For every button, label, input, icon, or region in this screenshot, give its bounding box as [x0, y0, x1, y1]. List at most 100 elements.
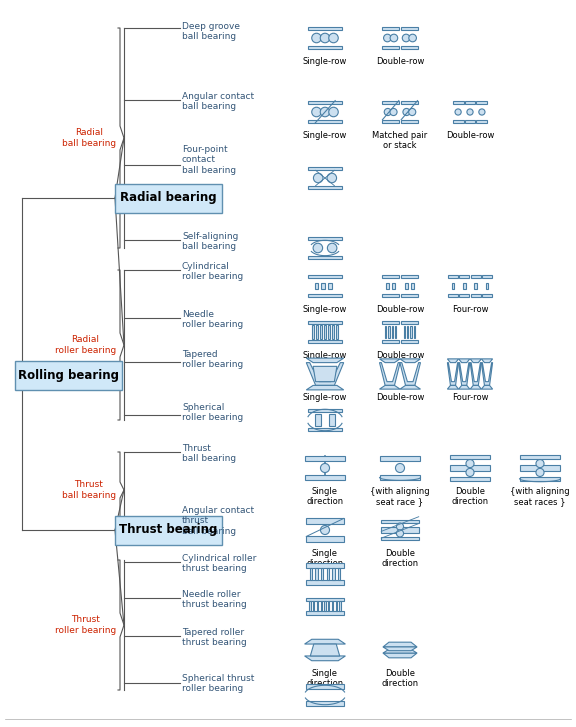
- Text: Single
direction: Single direction: [306, 487, 343, 507]
- Bar: [453, 120, 464, 124]
- Text: Spherical thrust
roller bearing: Spherical thrust roller bearing: [182, 674, 255, 694]
- Polygon shape: [470, 363, 482, 385]
- FancyBboxPatch shape: [14, 361, 122, 390]
- Bar: [450, 465, 490, 471]
- Text: Matched pair
or stack: Matched pair or stack: [372, 131, 427, 150]
- Text: Single-row: Single-row: [303, 351, 347, 360]
- Polygon shape: [400, 363, 420, 385]
- Circle shape: [327, 244, 337, 253]
- Bar: [388, 326, 390, 338]
- Circle shape: [329, 108, 338, 117]
- Text: Spherical
roller bearing: Spherical roller bearing: [182, 403, 243, 422]
- Bar: [450, 477, 490, 481]
- Bar: [465, 120, 475, 124]
- Bar: [401, 340, 418, 343]
- Bar: [308, 185, 342, 190]
- Bar: [452, 283, 454, 289]
- Circle shape: [408, 108, 416, 116]
- Bar: [328, 326, 330, 339]
- Polygon shape: [470, 359, 482, 363]
- Circle shape: [312, 108, 321, 117]
- Bar: [382, 340, 399, 343]
- Bar: [392, 283, 395, 289]
- Bar: [404, 326, 405, 338]
- Bar: [308, 321, 342, 324]
- Circle shape: [312, 33, 321, 43]
- Bar: [410, 326, 412, 338]
- Bar: [308, 294, 342, 297]
- Circle shape: [390, 108, 397, 116]
- Circle shape: [402, 34, 410, 42]
- Bar: [471, 275, 481, 278]
- Circle shape: [467, 109, 473, 115]
- Circle shape: [329, 33, 338, 43]
- Bar: [380, 475, 420, 480]
- Circle shape: [384, 34, 391, 42]
- Text: Angular contact
thrust
ball bearing: Angular contact thrust ball bearing: [182, 506, 254, 536]
- Polygon shape: [458, 363, 470, 385]
- Text: Deep groove
ball bearing: Deep groove ball bearing: [182, 22, 240, 41]
- Polygon shape: [400, 385, 420, 389]
- Bar: [395, 326, 396, 338]
- Circle shape: [396, 464, 404, 473]
- Bar: [459, 294, 469, 297]
- Text: Self-aligning
ball bearing: Self-aligning ball bearing: [182, 232, 238, 252]
- Circle shape: [479, 109, 485, 115]
- Bar: [401, 294, 418, 297]
- Text: Double-row: Double-row: [376, 351, 424, 360]
- Text: Tapered roller
thrust bearing: Tapered roller thrust bearing: [182, 628, 247, 648]
- Polygon shape: [470, 385, 482, 389]
- Bar: [306, 611, 344, 614]
- Bar: [327, 568, 329, 580]
- Text: Double-row: Double-row: [376, 57, 424, 66]
- Polygon shape: [458, 359, 470, 363]
- Bar: [308, 236, 342, 241]
- Circle shape: [536, 468, 544, 476]
- Bar: [381, 528, 419, 533]
- Bar: [313, 601, 314, 611]
- Bar: [336, 601, 337, 611]
- FancyBboxPatch shape: [115, 183, 222, 212]
- Polygon shape: [383, 649, 417, 653]
- Polygon shape: [448, 359, 458, 363]
- Bar: [401, 275, 418, 278]
- Bar: [324, 601, 325, 611]
- Polygon shape: [305, 656, 346, 661]
- Bar: [471, 294, 481, 297]
- Polygon shape: [310, 644, 340, 656]
- Text: Four-point
contact
ball bearing: Four-point contact ball bearing: [182, 145, 236, 174]
- Polygon shape: [305, 639, 346, 644]
- Bar: [382, 321, 399, 324]
- Text: Angular contact
ball bearing: Angular contact ball bearing: [182, 92, 254, 111]
- Bar: [306, 702, 344, 706]
- Polygon shape: [306, 385, 344, 390]
- Text: Cylindrical
roller bearing: Cylindrical roller bearing: [182, 262, 243, 281]
- Text: Double-row: Double-row: [376, 305, 424, 314]
- Bar: [382, 100, 399, 105]
- Text: Thrust
ball bearing: Thrust ball bearing: [182, 444, 236, 463]
- Bar: [448, 294, 458, 297]
- Bar: [306, 684, 344, 688]
- Circle shape: [396, 530, 404, 537]
- Text: {with aligning
seat race }: {with aligning seat race }: [370, 487, 430, 507]
- Bar: [306, 580, 344, 585]
- Polygon shape: [383, 642, 417, 647]
- Bar: [315, 414, 321, 426]
- Circle shape: [313, 244, 323, 253]
- Bar: [482, 275, 492, 278]
- Text: {with aligning
seat races }: {with aligning seat races }: [510, 487, 570, 507]
- Text: Radial
roller bearing: Radial roller bearing: [55, 335, 116, 355]
- Bar: [316, 326, 318, 339]
- Circle shape: [327, 173, 336, 182]
- Bar: [482, 294, 492, 297]
- Bar: [448, 275, 458, 278]
- Circle shape: [313, 173, 323, 182]
- Bar: [305, 456, 346, 461]
- Circle shape: [409, 34, 416, 42]
- Text: Needle
roller bearing: Needle roller bearing: [182, 310, 243, 329]
- Bar: [315, 568, 318, 580]
- Bar: [453, 100, 464, 105]
- Polygon shape: [306, 363, 344, 385]
- Bar: [308, 100, 342, 105]
- Text: Single
direction: Single direction: [306, 669, 343, 688]
